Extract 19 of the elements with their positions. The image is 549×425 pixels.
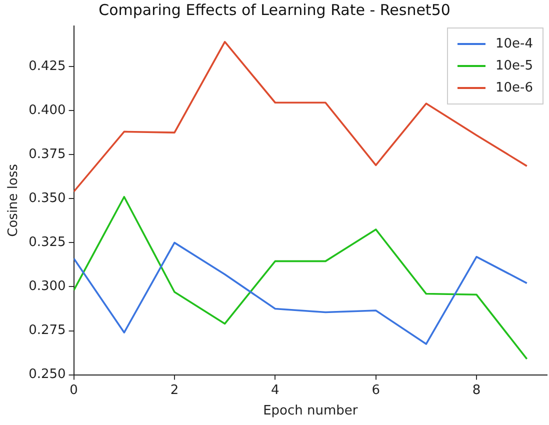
y-tick-label: 0.375: [28, 146, 66, 162]
y-axis-title: Cosine loss: [6, 164, 22, 237]
legend-label: 10e-6: [496, 80, 534, 96]
y-tick-label: 0.400: [28, 102, 66, 118]
y-tick-label: 0.325: [28, 235, 66, 250]
x-tick-label: 8: [472, 382, 481, 398]
x-axis-title: Epoch number: [263, 404, 358, 419]
x-tick-label: 0: [70, 382, 78, 398]
x-tick-label: 2: [170, 382, 179, 398]
legend-label: 10e-5: [496, 58, 534, 74]
y-tick-label: 0.350: [28, 191, 66, 206]
legend-label: 10e-4: [496, 36, 534, 52]
x-tick-label: 4: [271, 382, 280, 398]
chart-title: Comparing Effects of Learning Rate - Resnet50: [98, 0, 450, 19]
y-tick-label: 0.300: [28, 279, 66, 294]
y-tick-label: 0.425: [28, 58, 66, 74]
y-tick-label: 0.275: [28, 323, 66, 338]
x-tick-label: 6: [372, 382, 380, 398]
y-tick-label: 0.250: [28, 367, 66, 382]
